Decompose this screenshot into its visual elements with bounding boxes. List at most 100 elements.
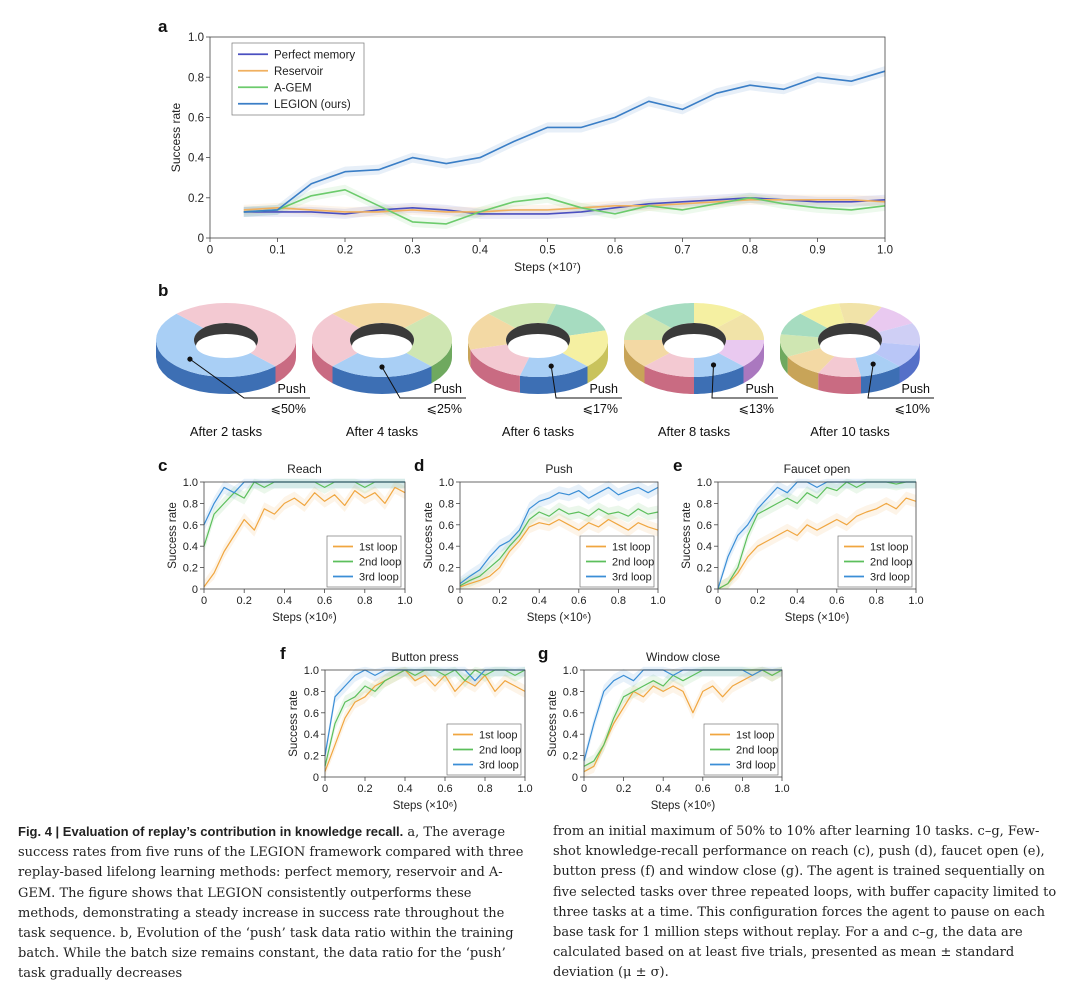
series-band-3 (243, 66, 885, 217)
push-ratio: ⩽17% (583, 402, 619, 416)
series-band-2 (460, 480, 658, 589)
task-segment-side (919, 340, 920, 363)
y-tick-label: 1.0 (439, 477, 454, 489)
push-segment (694, 352, 744, 377)
push-label: Push (434, 382, 463, 396)
x-tick-label: 0 (201, 595, 207, 607)
y-tick-label: 0.8 (563, 686, 578, 698)
chart-g: Window close 0 0.2 0.4 0.6 0.8 1.0 0 0.2 0.4 0.6 0.… (547, 650, 790, 812)
push-leader-line (550, 366, 622, 399)
task-segment (864, 307, 913, 333)
x-tick-label: 0.2 (337, 245, 353, 257)
y-axis-label: Success rate (681, 502, 693, 568)
legend-label: 1st loop (736, 729, 775, 741)
y-tick-label: 0.2 (188, 193, 204, 205)
legend-label: 2nd loop (612, 556, 654, 568)
legend-label: LEGION (ours) (274, 99, 351, 111)
series-line-2 (459, 486, 659, 585)
legend-label: Perfect memory (274, 49, 355, 61)
x-tick-label: 0.4 (790, 595, 805, 607)
legend: 1st loop 2nd loop 3rd loop (579, 535, 655, 588)
legend-label: A-GEM (274, 82, 312, 94)
donut-hole-floor (508, 334, 568, 358)
x-tick-label: 0.2 (616, 783, 631, 795)
task-segment (468, 313, 516, 350)
legend-label: 2nd loop (359, 556, 401, 568)
legend: 1st loop 2nd loop 3rd loop (837, 535, 913, 588)
legend-label: 3rd loop (359, 571, 399, 583)
x-tick-label: 1.0 (774, 783, 789, 795)
caption-left-column: Fig. 4 | Evaluation of replay’s contribu… (18, 822, 530, 985)
legend-label: 2nd loop (736, 744, 778, 756)
donut-caption: After 10 tasks (810, 424, 890, 439)
x-tick-label: 0 (581, 783, 587, 795)
series-band-1 (584, 666, 782, 773)
panel-letter-e: e (673, 456, 682, 475)
push-ratio: ⩽10% (895, 402, 931, 416)
x-tick-label: 0 (322, 783, 328, 795)
task-segment (624, 313, 672, 340)
task-segment (546, 304, 606, 336)
figure-4: abc d ef g0 0.1 0.2 0.3 0.4 0.5 0.6 0.7 0.8 0.9 1.000… (156, 17, 934, 812)
series-band-2 (325, 666, 525, 763)
chart-title: Faucet open (784, 462, 851, 476)
y-tick-label: 0.6 (304, 708, 319, 720)
y-tick-label: 0.4 (188, 153, 205, 165)
chart-d: Push 0 0.2 0.4 0.6 0.8 1.0 0 0.2 0.4 0.6 0.8 1.0 Step… (423, 462, 666, 624)
caption-right-text: from an initial maximum of 50% to 10% af… (553, 824, 1057, 981)
legend-label: 1st loop (359, 541, 398, 553)
donut-5: Push ⩽10% After 10 tasks (780, 303, 934, 439)
plot-frame (717, 481, 917, 590)
task-segment (872, 342, 920, 367)
series-line-1 (243, 199, 886, 213)
x-tick-label: 0.2 (750, 595, 765, 607)
push-segment-side (694, 366, 744, 394)
task-segment-side (644, 366, 694, 394)
series-line-0 (717, 497, 917, 590)
series-line-1 (459, 508, 659, 587)
x-tick-label: 1.0 (650, 595, 665, 607)
legend-label: 3rd loop (612, 571, 652, 583)
x-axis-label: Steps (×10⁶) (393, 800, 458, 812)
task-segment-side (780, 340, 788, 374)
x-tick-label: 0.7 (675, 245, 691, 257)
x-tick-label: 0 (207, 245, 213, 257)
y-tick-label: 0.6 (563, 708, 578, 720)
series-band-2 (204, 478, 405, 532)
y-tick-label: 0.2 (304, 751, 319, 763)
donut-hole-floor (352, 334, 412, 358)
x-tick-label: 1.0 (908, 595, 923, 607)
x-tick-label: 0.6 (571, 595, 586, 607)
legend-label: 3rd loop (870, 571, 910, 583)
task-segment-side (275, 340, 296, 384)
push-leader-line (189, 358, 310, 399)
y-axis-label: Success rate (169, 102, 183, 172)
x-tick-label: 0.2 (357, 783, 372, 795)
legend-label: 3rd loop (479, 759, 519, 771)
x-tick-label: 0 (715, 595, 721, 607)
task-segment-side (624, 340, 645, 384)
y-tick-label: 0.6 (439, 520, 454, 532)
chart-c: Reach 0 0.2 0.4 0.6 0.8 1.0 0 0.2 0.4 0.6 0.8 1.0 Ste… (167, 462, 413, 624)
task-segment (624, 340, 672, 367)
donut-caption: After 6 tasks (502, 424, 575, 439)
plot-frame (203, 481, 406, 590)
push-marker (548, 363, 554, 369)
task-segment (560, 330, 608, 367)
y-tick-label: 0 (192, 584, 198, 596)
task-segment (787, 347, 836, 373)
push-leader-line (867, 364, 934, 399)
panel-letter-g: g (538, 644, 548, 663)
donut-4: Push ⩽13% After 8 tasks (624, 303, 778, 439)
push-ratio: ⩽25% (427, 402, 463, 416)
task-segment (839, 303, 882, 325)
task-segment (332, 303, 432, 328)
x-axis-label: Steps (×10⁶) (651, 800, 716, 812)
series-band-1 (204, 478, 405, 553)
task-segment-side (743, 340, 764, 384)
task-segment (818, 355, 861, 377)
legend-label: 3rd loop (736, 759, 776, 771)
figure-label: Fig. 4 | Evaluation of replay’s contribu… (18, 824, 404, 839)
series-line-3 (243, 70, 886, 213)
x-tick-label: 0.1 (270, 245, 286, 257)
